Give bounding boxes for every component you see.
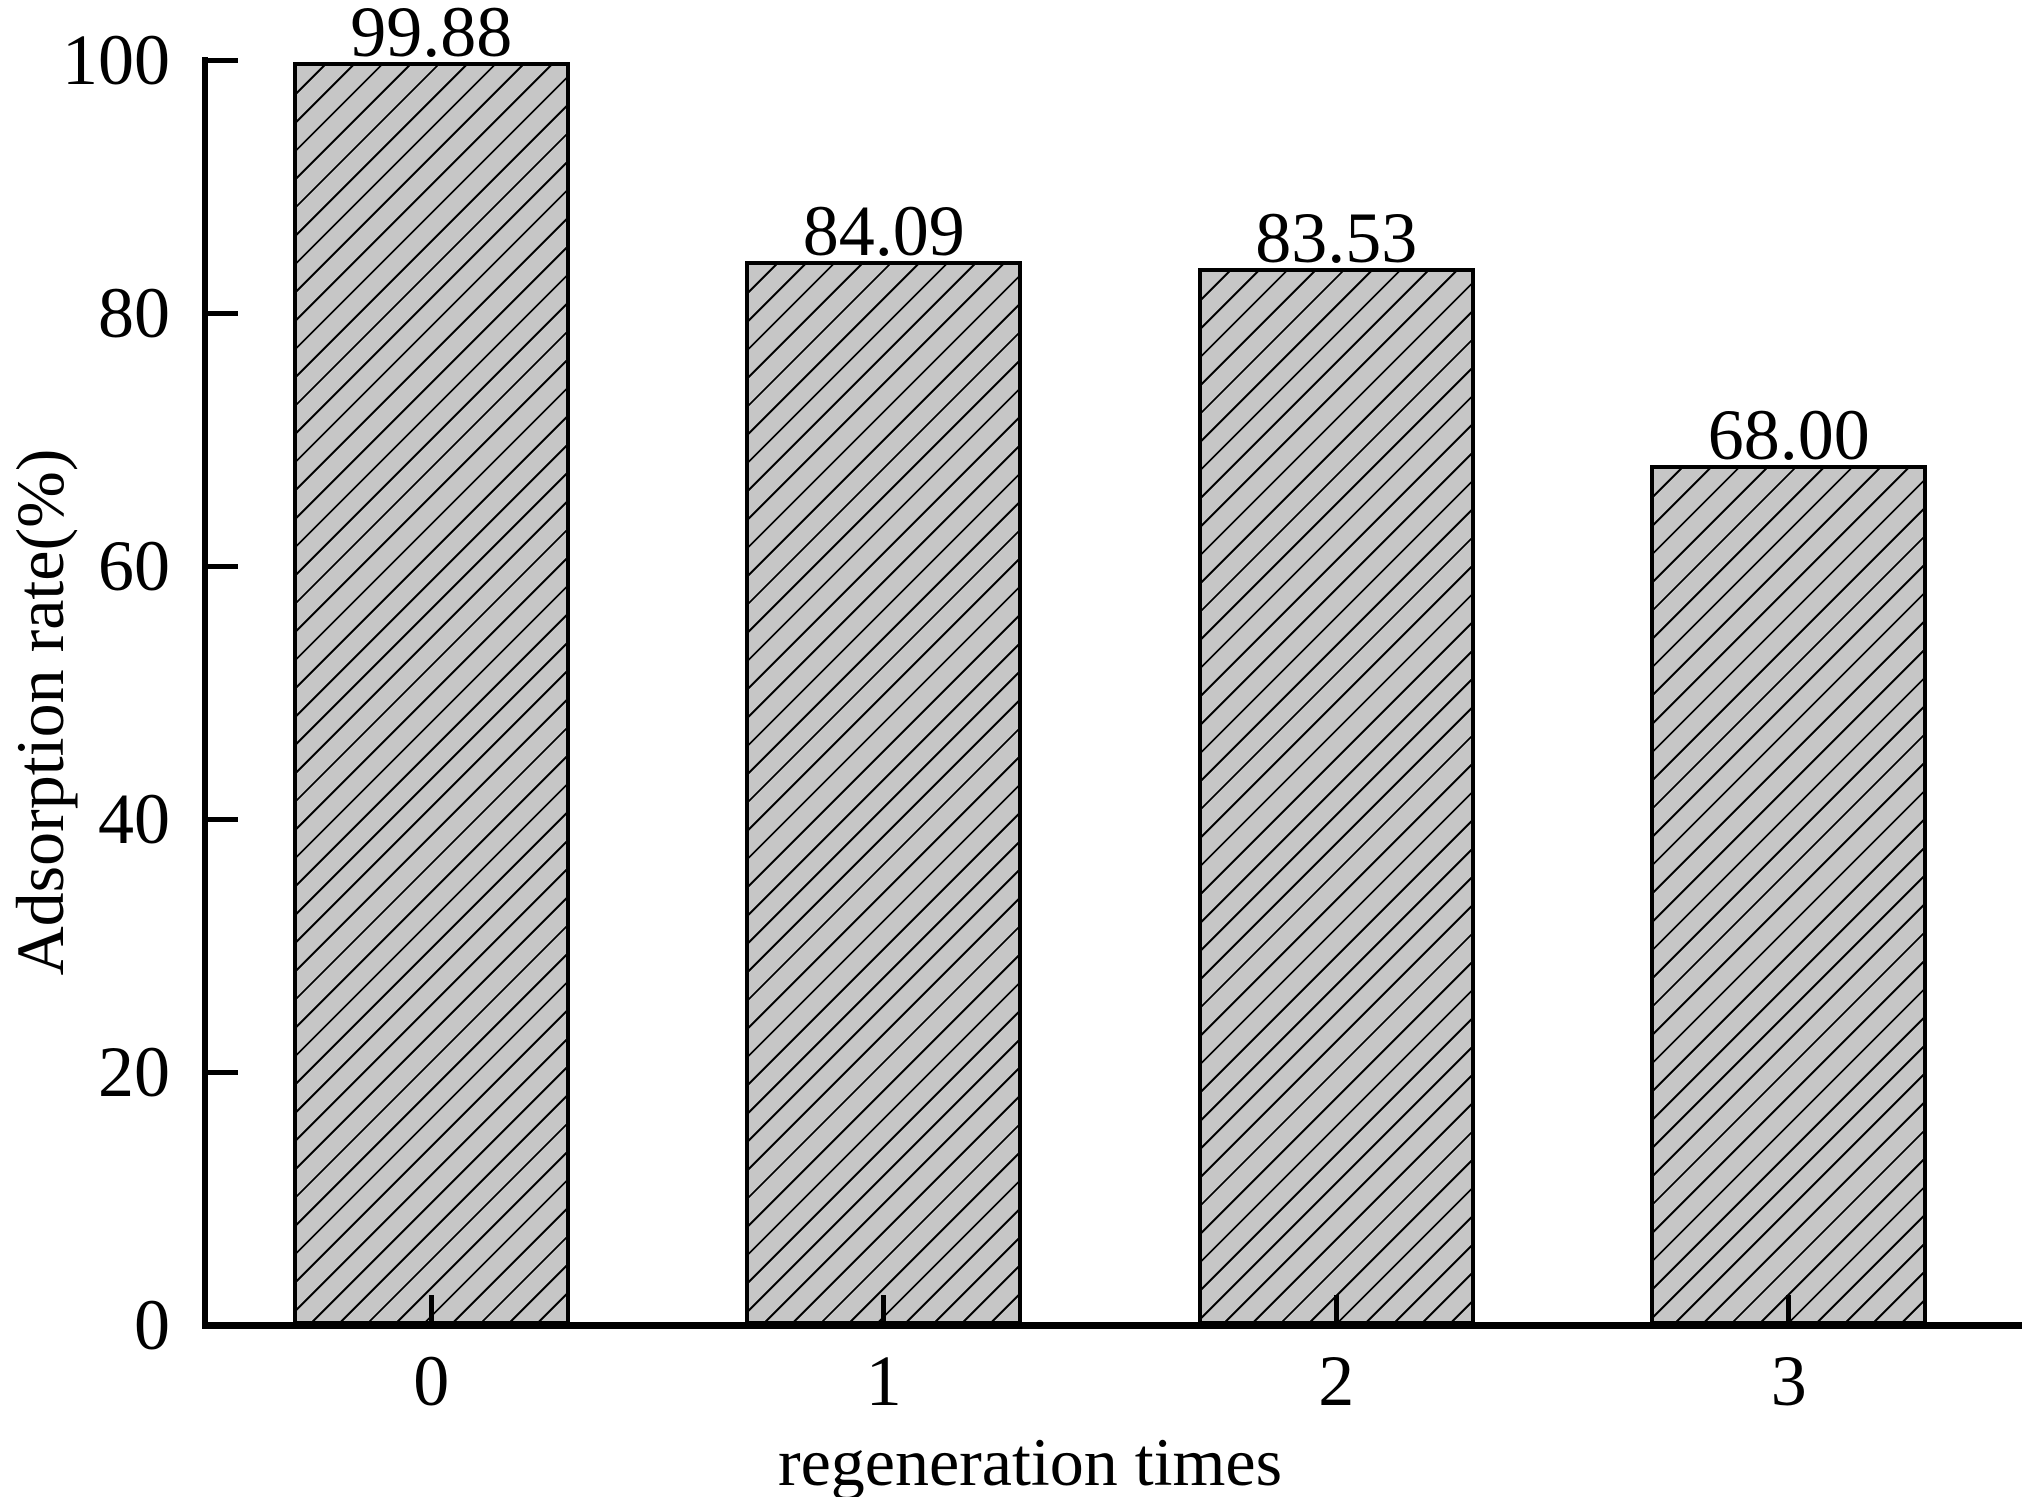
y-tick-label: 40: [98, 779, 170, 859]
x-axis-title: regeneration times: [777, 1424, 1283, 1497]
bar: [1650, 464, 1928, 1325]
y-tick-label: 60: [98, 526, 170, 606]
bar: [292, 61, 570, 1325]
y-tick-label: 80: [98, 273, 170, 353]
y-tick: [208, 563, 238, 569]
bar-value-label: 68.00: [1707, 394, 1870, 475]
x-tick-label: 0: [413, 1341, 450, 1421]
x-tick: [1333, 1295, 1339, 1325]
y-tick: [208, 310, 238, 316]
x-tick-label: 3: [1770, 1341, 1807, 1421]
y-tick-label: 20: [98, 1032, 170, 1112]
bar-value-label: 83.53: [1255, 198, 1418, 279]
y-tick: [208, 816, 238, 822]
x-tick: [881, 1295, 887, 1325]
x-tick: [1786, 1295, 1792, 1325]
bar-value-label: 84.09: [802, 191, 965, 272]
bar: [745, 261, 1023, 1325]
x-tick-label: 2: [1318, 1341, 1355, 1421]
y-tick-label: 100: [62, 20, 170, 100]
x-axis-line: [202, 1322, 2022, 1329]
y-tick: [208, 1069, 238, 1075]
bar-value-label: 99.88: [350, 0, 513, 72]
y-tick: [208, 1322, 238, 1328]
y-axis-title: Adsorption rate(%): [2, 448, 78, 976]
x-tick-label: 1: [865, 1341, 902, 1421]
x-tick: [428, 1295, 434, 1325]
bar: [1197, 268, 1475, 1325]
y-tick-label: 0: [134, 1285, 170, 1365]
y-tick: [208, 57, 238, 63]
y-axis-line: [202, 57, 208, 1329]
